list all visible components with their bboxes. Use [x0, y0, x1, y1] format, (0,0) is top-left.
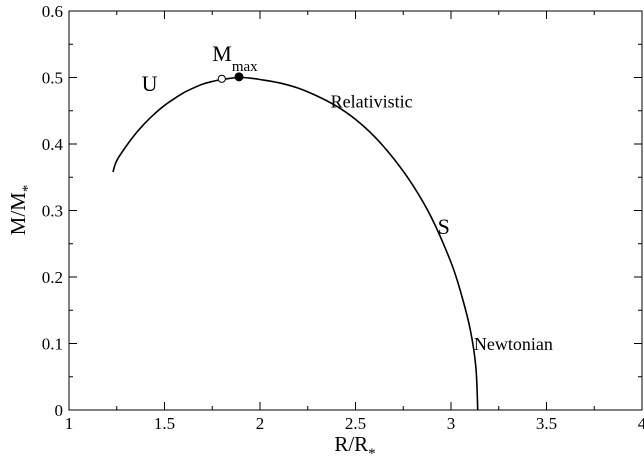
y-axis-title: M/M*	[6, 185, 36, 236]
annotations: U Mmax Relativistic S Newtonian	[142, 41, 553, 354]
y-tick-label: 0.6	[42, 2, 63, 21]
annotation-label: Newtonian	[474, 334, 553, 354]
x-tick-label: 1.5	[154, 414, 175, 433]
mass-radius-curve	[112, 76, 479, 411]
annotation-label: Relativistic	[331, 91, 413, 111]
annotation-label: Mmax	[212, 41, 258, 75]
y-tick-label: 0.4	[42, 135, 64, 154]
x-tick-label: 2	[256, 414, 265, 433]
y-tick-label: 0	[55, 401, 64, 420]
y-tick-labels: 0 0.1 0.2 0.3 0.4 0.5 0.6	[42, 2, 64, 420]
y-tick-label: 0.5	[42, 69, 63, 88]
max-mass-marker-open	[217, 74, 226, 83]
annotation-label: U	[142, 71, 158, 96]
annotation-label: S	[438, 214, 450, 239]
y-tick-label: 0.2	[42, 268, 63, 287]
x-tick-label: 2.5	[345, 414, 366, 433]
x-tick-label: 3	[447, 414, 456, 433]
axis-ticks	[68, 10, 643, 411]
x-tick-label: 3.5	[536, 414, 557, 433]
curve-markers	[217, 72, 244, 83]
x-tick-label: 1	[65, 414, 74, 433]
y-tick-label: 0.3	[42, 202, 63, 221]
x-axis-title: R/R*	[334, 432, 375, 462]
max-mass-marker-filled	[234, 72, 244, 82]
x-tick-label: 4	[638, 414, 644, 433]
x-tick-labels: 1 1.5 2 2.5 3 3.5 4	[65, 414, 644, 433]
y-tick-label: 0.1	[42, 335, 63, 354]
